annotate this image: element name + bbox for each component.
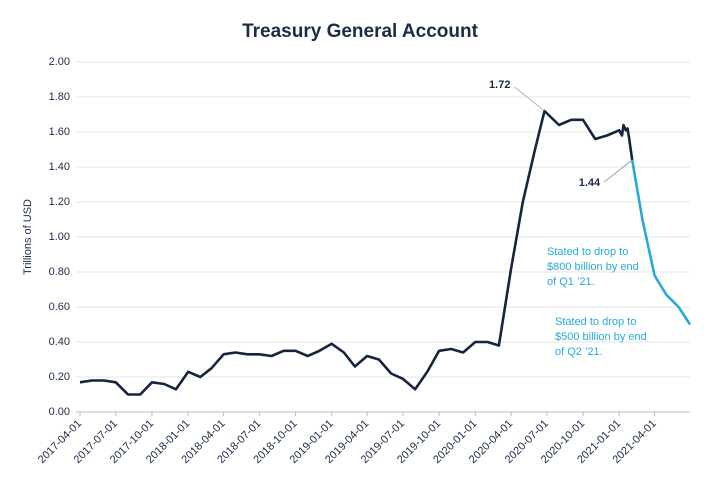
y-tick-label: 0.60 [49,301,70,313]
y-tick-label: 0.80 [49,266,70,278]
annotation: 1.72 [489,79,510,91]
y-tick-label: 0.00 [49,406,70,418]
leader-line [514,86,545,112]
y-tick-label: 1.80 [49,91,70,103]
chart-title: Treasury General Account [242,21,479,42]
annotation: 1.44 [579,177,601,189]
leader-line [603,159,633,183]
y-axis-label: Trillions of USD [22,199,34,275]
y-tick-label: 0.20 [49,371,70,383]
annotation: $800 billion by end [547,261,639,273]
y-tick-label: 2.00 [49,56,70,68]
y-tick-label: 1.40 [49,161,70,173]
series-line [79,109,634,396]
annotation: $500 billion by end [555,331,647,343]
annotation: of Q1 ’21. [547,276,595,288]
annotation: of Q2 ’21. [555,346,603,358]
annotation: Stated to drop to [555,316,636,328]
y-tick-label: 1.60 [49,126,70,138]
y-tick-label: 0.40 [49,336,70,348]
y-tick-label: 1.20 [49,196,70,208]
annotation: Stated to drop to [547,246,628,258]
series-line [630,159,692,326]
y-tick-label: 1.00 [49,231,70,243]
